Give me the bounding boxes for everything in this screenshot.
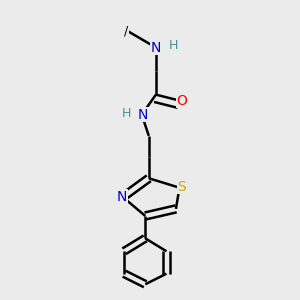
Text: O: O xyxy=(176,94,187,107)
Text: S: S xyxy=(177,179,186,194)
Text: N: N xyxy=(116,190,127,204)
Text: /: / xyxy=(124,25,129,38)
Text: H: H xyxy=(169,39,178,52)
Text: N: N xyxy=(151,40,161,55)
Text: H: H xyxy=(122,107,131,120)
Text: N: N xyxy=(138,108,148,122)
